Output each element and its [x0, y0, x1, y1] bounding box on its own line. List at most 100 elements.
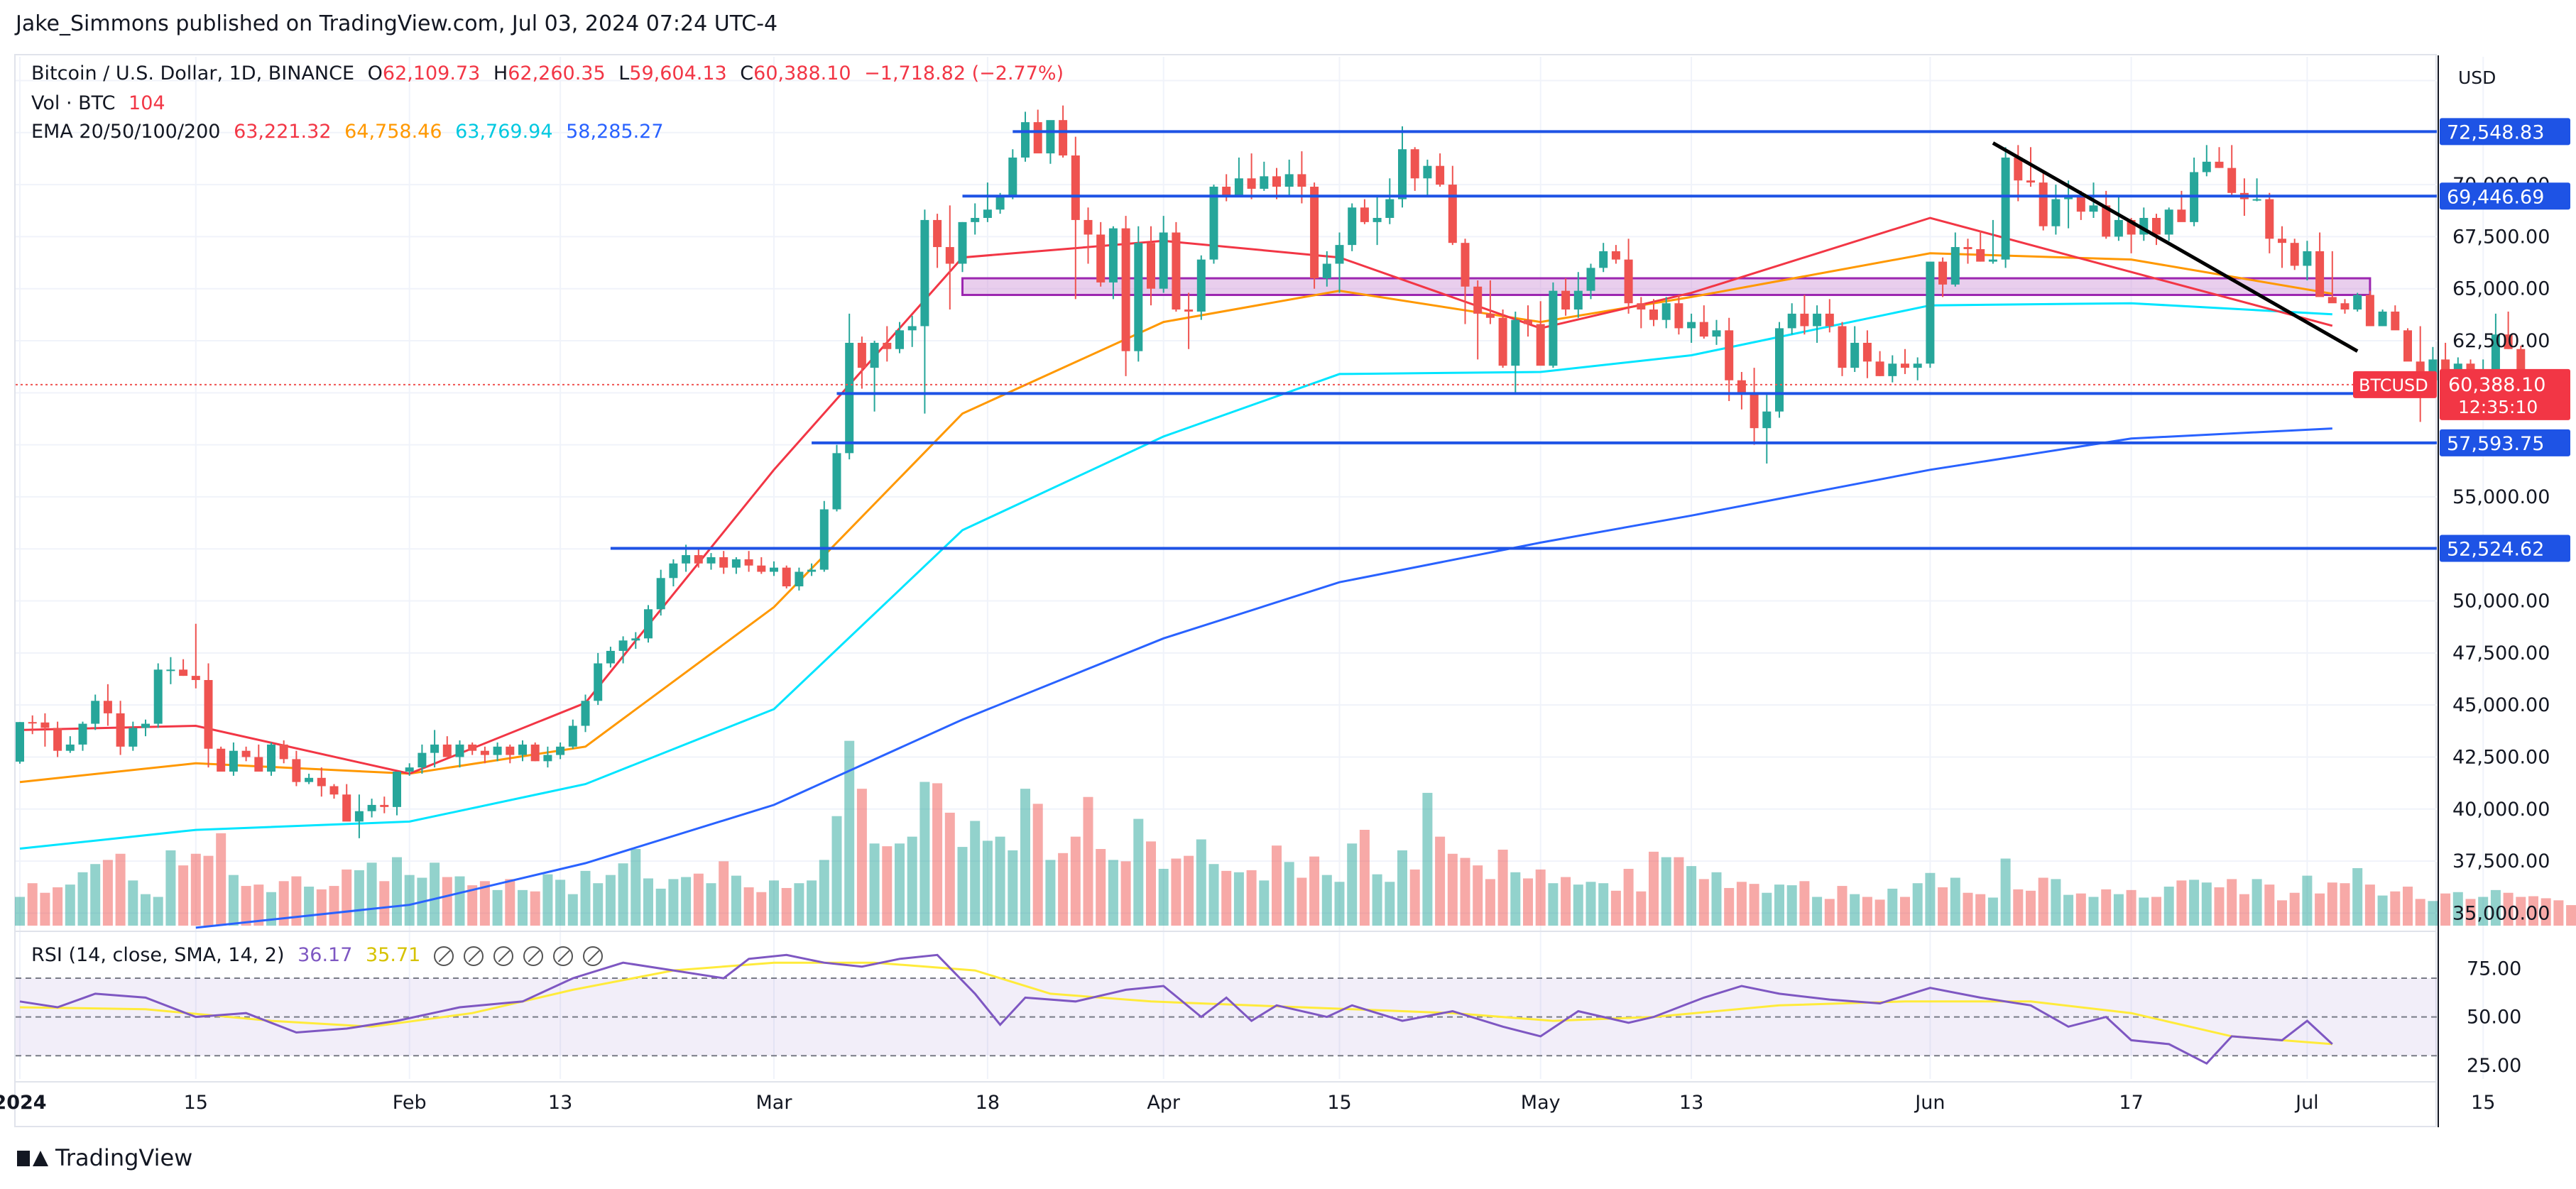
candle-body: [883, 342, 892, 349]
volume-bar: [756, 892, 767, 926]
candle-body: [1800, 313, 1809, 327]
volume-bar: [178, 865, 189, 926]
chart-frame: [14, 54, 2437, 1127]
candle-body: [1813, 313, 1822, 327]
volume-bar: [2352, 868, 2363, 926]
time-tick-label: Feb: [393, 1092, 427, 1114]
candle-body: [2102, 205, 2111, 237]
candle-body: [1448, 185, 1457, 243]
candle-body: [895, 330, 904, 349]
volume-bar: [2026, 890, 2036, 926]
candle-body: [1059, 120, 1068, 156]
volume-bar: [2340, 883, 2350, 926]
volume-bar: [1610, 890, 1621, 926]
volume-bar: [2038, 877, 2048, 926]
no-value-icon: [433, 946, 454, 966]
volume-bar: [492, 889, 503, 926]
candle-body: [2001, 157, 2010, 260]
volume-bar: [1774, 884, 1784, 926]
open-value: 62,109.73: [382, 62, 481, 84]
candle-body: [920, 219, 929, 327]
volume-bar: [1900, 897, 1910, 926]
price-tick-label: 50,000.00: [2452, 591, 2550, 613]
volume-value: 104: [129, 92, 165, 114]
volume-bar: [1812, 897, 1823, 926]
volume-bar: [2189, 880, 2200, 926]
volume-bar: [40, 892, 50, 926]
time-tick-label: Jun: [1914, 1092, 1945, 1114]
brand-name: TradingView: [55, 1144, 193, 1171]
candle-body: [1762, 411, 1772, 429]
rsi-tick-label: 75.00: [2467, 958, 2521, 980]
volume-bar: [1698, 879, 1709, 926]
candle-body: [1862, 342, 1872, 362]
volume-bar: [982, 840, 993, 926]
no-value-icon: [463, 946, 484, 966]
volume-bar: [2415, 899, 2425, 926]
candle-body: [1549, 290, 1558, 366]
footer-brand[interactable]: TradingView: [17, 1144, 192, 1171]
volume-bar: [65, 884, 75, 926]
time-tick-label: 18: [976, 1092, 1000, 1114]
volume-bar: [203, 855, 214, 926]
volume-bar: [2176, 880, 2187, 926]
candle-body: [1234, 178, 1243, 195]
change-value: −1,718.82 (−2.77%): [864, 62, 1064, 84]
volume-bar: [2327, 882, 2337, 926]
volume-bar: [354, 870, 364, 926]
candle-body: [682, 555, 691, 564]
countdown-label: 12:35:10: [2458, 397, 2538, 417]
volume-bar: [995, 836, 1005, 926]
high-label: H: [493, 62, 508, 84]
volume-bar: [1925, 872, 1936, 926]
volume-bar: [479, 881, 490, 926]
candle-body: [241, 750, 251, 757]
volume-bar: [919, 782, 930, 926]
candle-body: [995, 194, 1005, 210]
candle-body: [2303, 251, 2312, 266]
ema-label: EMA 20/50/100/200: [31, 121, 221, 143]
candle-body: [1284, 174, 1294, 187]
volume-bar: [2126, 889, 2136, 926]
candle-body: [129, 728, 138, 747]
volume-bar: [2540, 898, 2551, 926]
candle-body: [1561, 290, 1571, 310]
candle-body: [267, 744, 275, 772]
volume-bar: [2163, 887, 2174, 926]
volume-bar: [2440, 893, 2451, 926]
candle-body: [430, 744, 440, 753]
price-tick-label: 45,000.00: [2452, 694, 2550, 716]
candle-body: [2340, 303, 2349, 310]
volume-bar: [2000, 858, 2011, 926]
time-tick-label: 15: [2471, 1092, 2495, 1114]
volume-bar: [693, 873, 704, 926]
volume-bar: [781, 887, 792, 926]
time-tick-label: 13: [548, 1092, 572, 1114]
candle-body: [795, 571, 804, 587]
candle-body: [480, 750, 489, 755]
close-value: 60,388.10: [753, 62, 851, 84]
volume-bar: [1473, 865, 1483, 926]
candle-body: [1461, 243, 1470, 287]
volume-bar: [2452, 892, 2463, 926]
volume-bar: [2139, 897, 2149, 926]
candle-body: [405, 767, 414, 772]
candle-body: [518, 744, 527, 755]
volume-bar: [1837, 886, 1848, 926]
candle-body: [1473, 286, 1483, 314]
price-tick-label: 37,500.00: [2452, 850, 2550, 872]
candle-body: [116, 713, 125, 747]
volume-bar: [1623, 868, 1634, 926]
candle-body: [1963, 247, 1972, 249]
rsi-legend: RSI (14, close, SMA, 14, 2) 36.17 35.71: [31, 944, 613, 966]
volume-bar: [1649, 851, 1659, 926]
volume-bar: [1975, 894, 1986, 926]
candle-body: [719, 557, 728, 568]
candle-body: [1498, 317, 1507, 366]
candle-body: [1524, 319, 1532, 324]
candle-body: [141, 723, 150, 728]
candle-body: [455, 744, 464, 757]
volume-legend: Vol · BTC 104: [31, 92, 173, 114]
candle-body: [153, 669, 163, 724]
